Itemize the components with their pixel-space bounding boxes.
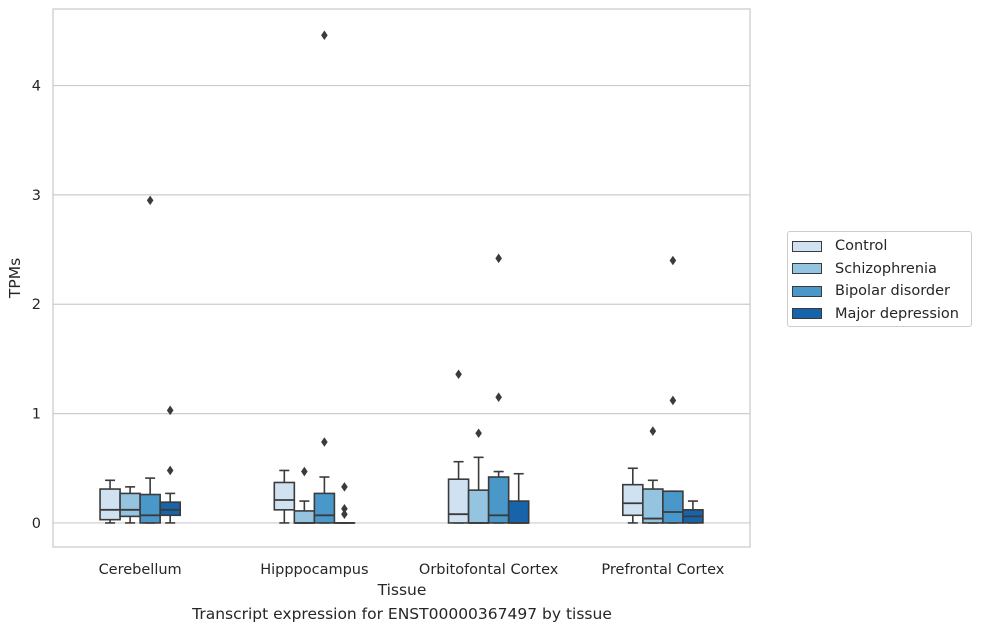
x-tick-label-1: Hipppocampus [260,562,368,578]
y-tick-label-4: 4 [32,79,41,95]
legend-item-control: Control [792,235,971,258]
outlier-point [341,482,348,492]
box-body [621,483,644,517]
legend-label-bipolar-disorder: Bipolar disorder [835,283,950,300]
outlier-point [649,426,657,436]
box-body [119,492,141,518]
x-tick-label-2: Orbitofontal Cortex [419,562,559,578]
plot-frame [52,8,751,548]
x-tick-labels: Cerebellum Hipppocampus Orbitofontal Corte… [99,562,725,578]
outlier-point [166,465,174,476]
box-body [507,500,530,524]
legend-item-bipolar-disorder: Bipolar disorder [792,280,971,303]
box-body [139,493,161,524]
box-body [273,481,296,511]
box-3-1 [333,482,356,524]
outlier-point [166,405,174,416]
outlier-point [495,253,502,264]
y-tick-label-0: 0 [32,516,41,532]
legend-swatch-bipolar-disorder [792,285,822,297]
y-tick-label-2: 2 [32,297,41,313]
box-series [99,30,704,524]
outlier-point [341,509,348,519]
box-0-3 [621,467,644,524]
box-1-0 [119,486,141,524]
x-axis-title: Tissue [377,581,427,599]
outlier-point [669,395,677,406]
box-body [313,492,336,524]
outlier-point [341,503,348,514]
box-3-0 [159,405,182,524]
y-tick-label-3: 3 [32,188,41,204]
box-2-1 [313,30,336,524]
outlier-point [475,428,482,439]
box-body [293,510,316,524]
outlier-point [669,255,677,266]
legend-label-control: Control [835,238,888,255]
box-body [467,489,490,524]
legend-swatch-major-depression [792,308,822,320]
outlier-point [321,30,328,41]
outlier-point [146,195,154,206]
legend-label-schizophrenia: Schizophrenia [835,260,937,277]
box-0-0 [99,479,121,524]
plot-background [53,9,750,547]
x-tick-label-3: Prefrontal Cortex [601,562,724,578]
box-2-2 [487,253,510,524]
box-body [662,490,684,524]
box-1-3 [642,426,664,524]
box-0-1 [273,469,296,524]
box-body [447,478,470,524]
legend-swatch-control [792,240,822,252]
x-tick-label-0: Cerebellum [99,562,182,578]
box-body [487,476,510,524]
y-tick-labels: 0 1 2 3 4 [32,79,41,532]
y-tick-label-1: 1 [32,407,41,423]
outlier-point [455,369,462,380]
outlier-point [321,437,328,447]
legend-swatch-schizophrenia [792,263,822,275]
box-body [99,488,121,521]
box-2-3 [662,255,684,524]
box-3-3 [682,500,704,524]
legend-item-major-depression: Major depression [792,303,971,326]
box-3-2 [507,472,530,524]
legend-label-major-depression: Major depression [835,305,959,322]
chart-caption: Transcript expression for ENST0000036749… [192,605,612,623]
outlier-point [495,392,502,402]
box-2-0 [139,195,161,524]
outlier-point [301,466,308,477]
legend-item-schizophrenia: Schizophrenia [792,258,971,281]
box-body [159,501,182,517]
legend: Control Schizophrenia Bipolar disorder M… [787,231,972,327]
y-axis-title: TPMs [6,258,24,299]
